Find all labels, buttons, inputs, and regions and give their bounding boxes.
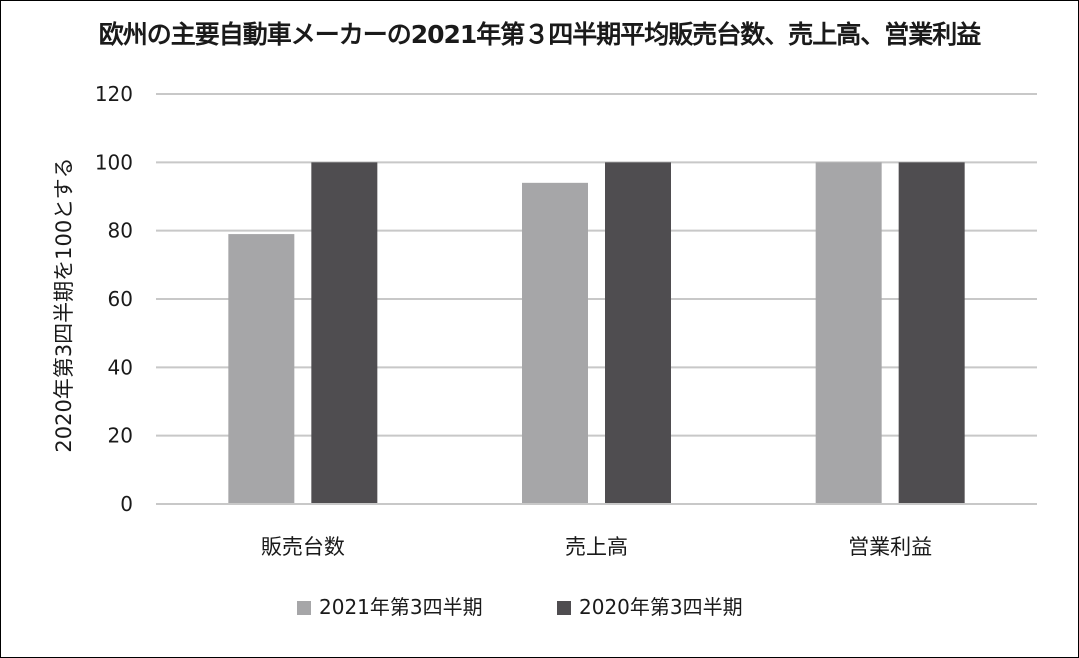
chart-title: 欧州の主要自動車メーカーの2021年第３四半期平均販売台数、売上高、営業利益 <box>98 20 982 49</box>
bar-2-1 <box>311 162 378 505</box>
legend-swatch-1 <box>297 601 311 615</box>
bar-2-2 <box>605 162 671 505</box>
x-category-label: 営業利益 <box>848 535 932 559</box>
y-axis-title: 2020年第3四半期を100とする <box>52 157 76 452</box>
y-tick-label-100: 100 <box>95 150 133 174</box>
legend-swatch-2 <box>557 601 571 615</box>
y-tick-label-80: 80 <box>108 219 133 243</box>
x-category-label: 販売台数 <box>261 535 345 559</box>
y-tick-label-40: 40 <box>108 355 133 379</box>
y-tick-label-120: 120 <box>95 82 133 106</box>
y-tick-label-0: 0 <box>120 492 133 516</box>
x-category-label: 売上高 <box>565 535 628 559</box>
bar-1-1 <box>228 234 295 505</box>
y-tick-label-60: 60 <box>108 287 133 311</box>
legend-label-2: 2020年第3四半期 <box>579 595 743 619</box>
bar-2-3 <box>898 162 965 505</box>
bar-1-3 <box>815 162 882 505</box>
legend-label-1: 2021年第3四半期 <box>319 595 483 619</box>
bar-1-2 <box>522 182 588 505</box>
y-tick-label-20: 20 <box>108 424 133 448</box>
